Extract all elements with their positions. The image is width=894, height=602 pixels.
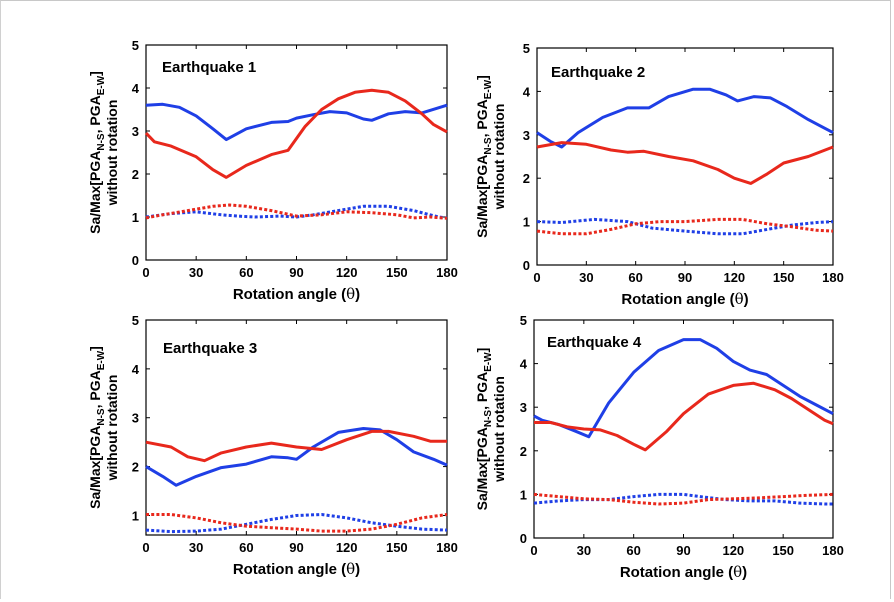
x-tick-label: 180 xyxy=(822,270,844,285)
y-tick-label: 0 xyxy=(132,253,139,268)
y-tick-label: 1 xyxy=(132,508,139,523)
series-red-solid-line xyxy=(145,429,447,463)
x-tick-label: 0 xyxy=(142,265,149,280)
chart-panel-4: 0 30 60 90 120 150 180 0 1 2 3 4 5 Earthquake 4 Rotati… xyxy=(474,313,844,581)
y-tick-label: 4 xyxy=(132,362,140,377)
series-red-solid-line xyxy=(534,381,834,452)
x-tick-label: 150 xyxy=(386,540,408,555)
x-tick-label: 150 xyxy=(772,543,794,558)
y-tick-label: 1 xyxy=(523,215,530,230)
y-tick-label: 2 xyxy=(523,171,530,186)
x-tick-label: 60 xyxy=(626,543,640,558)
x-tick-label: 60 xyxy=(628,270,642,285)
svg-text:without rotation: without rotation xyxy=(104,100,120,207)
y-tick-label: 5 xyxy=(520,313,527,328)
series-red-dotted-line xyxy=(533,492,834,506)
y-tick-label: 3 xyxy=(523,128,530,143)
x-tick-label: 120 xyxy=(723,270,745,285)
svg-text:without rotation: without rotation xyxy=(491,104,507,211)
x-tick-label: 180 xyxy=(436,540,458,555)
y-axis-label: Sa/Max[PGAN-S, PGAE-W]without rotation xyxy=(474,75,507,238)
svg-text:Sa/Max[PGAN-S, PGAE-W]: Sa/Max[PGAN-S, PGAE-W] xyxy=(474,75,494,238)
y-tick-label: 2 xyxy=(132,460,139,475)
x-axis-label: Rotation angle (θ) xyxy=(620,563,747,581)
x-tick-label: 90 xyxy=(289,540,303,555)
x-tick-label: 30 xyxy=(577,543,591,558)
chart-panel-1: 0 30 60 90 120 150 180 0 1 2 3 4 5 Earthquake 1 Rotati… xyxy=(87,38,458,303)
y-tick-label: 5 xyxy=(523,41,530,56)
y-tick-label: 5 xyxy=(132,38,139,53)
x-tick-label: 120 xyxy=(722,543,744,558)
svg-text:without rotation: without rotation xyxy=(491,376,507,483)
y-tick-label: 4 xyxy=(132,81,140,96)
y-tick-label: 2 xyxy=(520,444,527,459)
series-blue-dotted-line xyxy=(536,217,834,236)
x-tick-label: 0 xyxy=(530,543,537,558)
chart-title: Earthquake 3 xyxy=(163,340,257,357)
y-tick-label: 3 xyxy=(132,411,139,426)
x-axis-label: Rotation angle (θ) xyxy=(621,290,748,308)
chart-title: Earthquake 4 xyxy=(547,334,642,351)
x-tick-label: 30 xyxy=(579,270,593,285)
x-axis-label: Rotation angle (θ) xyxy=(233,560,360,578)
x-tick-label: 120 xyxy=(336,540,358,555)
y-tick-label: 4 xyxy=(523,84,531,99)
chart-panel-2: 0 30 60 90 120 150 180 0 1 2 3 4 5 Earthquake 2 Rotati… xyxy=(474,41,844,308)
x-tick-label: 60 xyxy=(239,265,253,280)
y-tick-label: 2 xyxy=(132,167,139,182)
y-axis-label: Sa/Max[PGAN-S, PGAE-W]without rotation xyxy=(474,348,507,511)
y-axis-label: Sa/Max[PGAN-S, PGAE-W]without rotation xyxy=(87,346,120,509)
y-tick-label: 4 xyxy=(520,357,528,372)
x-tick-label: 90 xyxy=(678,270,692,285)
y-tick-label: 5 xyxy=(132,313,139,328)
series-red-dotted-line xyxy=(145,203,448,220)
chart-title: Earthquake 1 xyxy=(162,59,256,76)
x-tick-label: 180 xyxy=(436,265,458,280)
series-blue-dotted-line xyxy=(145,513,448,534)
series-red-solid-line xyxy=(144,88,448,179)
svg-text:Sa/Max[PGAN-S, PGAE-W]: Sa/Max[PGAN-S, PGAE-W] xyxy=(474,348,494,511)
x-tick-label: 120 xyxy=(336,265,358,280)
y-tick-label: 0 xyxy=(523,258,530,273)
x-tick-label: 30 xyxy=(189,540,203,555)
svg-text:Sa/Max[PGAN-S, PGAE-W]: Sa/Max[PGAN-S, PGAE-W] xyxy=(87,346,107,509)
series-blue-solid-line xyxy=(533,338,834,439)
x-tick-label: 90 xyxy=(289,265,303,280)
x-tick-label: 0 xyxy=(533,270,540,285)
x-tick-label: 30 xyxy=(189,265,203,280)
series-red-dotted-line xyxy=(536,217,834,236)
y-axis-label: Sa/Max[PGAN-S, PGAE-W]without rotation xyxy=(87,71,120,234)
x-tick-label: 180 xyxy=(822,543,844,558)
x-tick-label: 60 xyxy=(239,540,253,555)
svg-text:Sa/Max[PGAN-S, PGAE-W]: Sa/Max[PGAN-S, PGAE-W] xyxy=(87,71,107,234)
chart-title: Earthquake 2 xyxy=(551,64,645,81)
x-tick-label: 150 xyxy=(773,270,795,285)
series-red-dotted-line xyxy=(146,513,448,533)
y-tick-label: 3 xyxy=(132,124,139,139)
x-axis-label: Rotation angle (θ) xyxy=(233,285,360,303)
chart-panel-3: 0 30 60 90 120 150 180 1 2 3 4 5 Earthquake 3 Rotatio… xyxy=(87,313,458,578)
y-tick-label: 3 xyxy=(520,400,527,415)
y-tick-label: 0 xyxy=(520,531,527,546)
x-tick-label: 90 xyxy=(676,543,690,558)
y-tick-label: 1 xyxy=(132,210,139,225)
y-tick-label: 1 xyxy=(520,487,527,502)
svg-text:without rotation: without rotation xyxy=(104,375,120,482)
series-blue-solid-line xyxy=(145,427,448,487)
plot-area xyxy=(145,44,448,261)
series-blue-solid-line xyxy=(536,87,834,149)
series-red-solid-line xyxy=(536,141,834,185)
x-tick-label: 0 xyxy=(142,540,149,555)
series-blue-solid-line xyxy=(145,102,448,142)
x-tick-label: 150 xyxy=(386,265,408,280)
